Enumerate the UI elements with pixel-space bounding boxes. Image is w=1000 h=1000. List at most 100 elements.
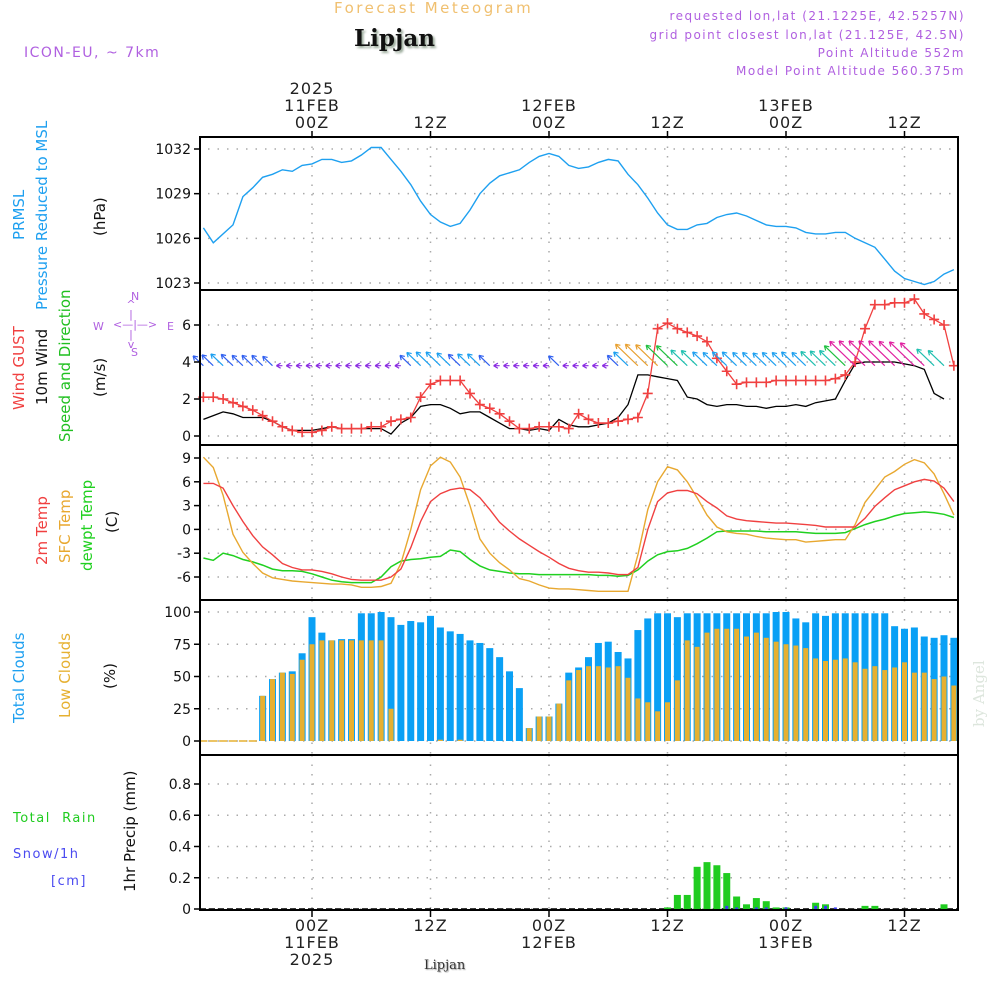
low-clouds-bar [378, 640, 384, 741]
total-clouds-bar [466, 640, 474, 741]
gust-marker [553, 421, 564, 432]
wind-direction-arrow [601, 362, 609, 369]
low-clouds-bar [368, 640, 374, 741]
wind-direction-arrow [818, 349, 836, 367]
wind-direction-arrow [721, 351, 738, 367]
rain-bar [733, 896, 741, 909]
low-clouds-bar [852, 662, 858, 741]
gust-marker [711, 353, 722, 364]
wind-direction-arrow [241, 354, 254, 367]
y-tick-label: 9 [182, 451, 191, 467]
wind-direction-arrow [888, 341, 915, 367]
snow-bar [784, 907, 788, 909]
x-tick-label-top: 12Z [413, 113, 447, 132]
wind-direction-arrow [655, 345, 678, 367]
gust-marker [781, 375, 791, 386]
wind-direction-arrow [399, 354, 412, 367]
gust-marker [504, 416, 515, 427]
gust-marker [869, 299, 880, 310]
gust-marker [228, 397, 238, 408]
low-clouds-bar [625, 677, 631, 741]
gust-marker [307, 427, 317, 438]
y-tick-label: 2 [182, 392, 191, 408]
y-tick-label: 1026 [155, 231, 191, 247]
compass-e: E [167, 320, 174, 333]
location-title: Lipjan [354, 25, 435, 52]
wind-direction-arrow [415, 351, 431, 367]
gust-marker [929, 314, 940, 325]
wind-direction-arrow [522, 362, 530, 369]
low-clouds-bar [724, 628, 730, 741]
wind-direction-arrow [447, 353, 461, 367]
low-clouds-bar [270, 679, 275, 741]
wind-direction-arrow [635, 344, 659, 367]
y-tick-label: 6 [182, 318, 191, 334]
rain-bar [703, 862, 711, 909]
wind-direction-arrow [848, 340, 876, 367]
snow-bar [754, 907, 758, 909]
low-clouds-bar [773, 641, 779, 741]
gust-marker [376, 421, 387, 432]
wind-direction-arrow [613, 351, 629, 367]
gust-marker [445, 375, 456, 386]
rain-bar [743, 904, 750, 909]
x-tick-label-top: 12Z [887, 113, 921, 132]
gust-marker [662, 318, 673, 329]
wind-direction-arrow [809, 350, 826, 367]
y-tick-label: 100 [164, 605, 191, 621]
panel-frame [199, 136, 959, 291]
gust-marker [425, 379, 436, 390]
wind-direction-arrow [457, 353, 471, 367]
wind-direction-arrow [276, 362, 283, 369]
low-clouds-bar [635, 698, 641, 741]
wind-direction-arrow [800, 350, 817, 367]
wind-direction-arrow [513, 362, 520, 369]
low-clouds-bar [783, 644, 789, 741]
gust-marker [455, 375, 466, 386]
gust-marker [326, 421, 337, 432]
y-tick-label: 0.8 [169, 777, 191, 793]
low-clouds-bar [546, 716, 552, 741]
rain-bar [940, 904, 948, 909]
low-clouds-bar [526, 728, 532, 741]
marks-layer [192, 146, 959, 910]
y-tick-label: 50 [173, 670, 191, 686]
low-clouds-bar [645, 702, 651, 741]
gust-marker [889, 297, 900, 308]
gust-marker [790, 375, 801, 386]
compass-s: S [131, 346, 138, 359]
snow-bar [764, 907, 768, 909]
total-clouds-bar [634, 630, 642, 741]
wind-direction-arrow [878, 340, 905, 367]
low-clouds-bar [832, 659, 838, 741]
panel-frame [199, 289, 959, 446]
low-clouds-bar [566, 680, 572, 741]
wind-direction-arrow [868, 340, 896, 367]
wind-10m-line [203, 361, 945, 435]
gust-marker [287, 425, 298, 436]
snow-bar [814, 905, 818, 909]
x-tick-label-top: 11FEB [284, 96, 340, 115]
low-clouds-bar [951, 685, 957, 741]
x-tick-label-top: 12FEB [521, 96, 577, 115]
wind-direction-arrow [680, 349, 698, 367]
wind-direction-arrow [692, 351, 708, 367]
frame-layer [194, 131, 959, 917]
total-clouds-bar [654, 613, 662, 741]
wind-direction-arrow [780, 351, 797, 367]
wind-direction-arrow [645, 344, 668, 367]
low-clouds-bar [595, 666, 601, 741]
low-clouds-bar [457, 739, 463, 741]
point-altitude: Point Altitude 552m [817, 46, 965, 60]
y-tick-label: -3 [177, 546, 191, 562]
wind-direction-arrow [384, 362, 391, 369]
rain-bar [713, 865, 721, 909]
wind-direction-arrow [829, 340, 856, 367]
gust-marker [237, 401, 248, 412]
gust-marker [514, 423, 525, 434]
wind-direction-arrow [532, 362, 540, 369]
compass-w: W [93, 320, 104, 333]
gust-marker [484, 403, 495, 414]
total-clouds-bar [476, 642, 484, 741]
